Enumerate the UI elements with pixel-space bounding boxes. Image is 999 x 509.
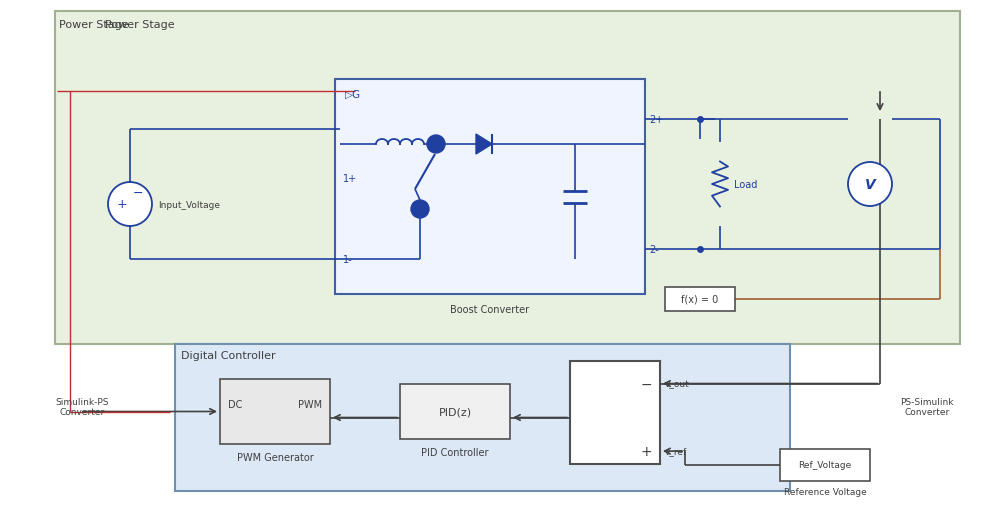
Text: PID(z): PID(z)	[439, 407, 472, 417]
FancyBboxPatch shape	[175, 344, 790, 491]
Circle shape	[427, 136, 445, 154]
Text: Load: Load	[734, 180, 757, 190]
Text: PID Controller: PID Controller	[422, 447, 489, 457]
Text: DC: DC	[228, 399, 243, 409]
Text: 1+: 1+	[343, 174, 357, 184]
Text: V: V	[864, 178, 875, 191]
Text: f(x) = 0: f(x) = 0	[681, 294, 718, 304]
Text: Ref_Voltage: Ref_Voltage	[798, 461, 851, 470]
Text: −: −	[133, 186, 143, 199]
Text: +: +	[640, 444, 652, 458]
Text: v_ref: v_ref	[665, 447, 687, 456]
Text: v_out: v_out	[665, 379, 689, 388]
Text: Reference Voltage: Reference Voltage	[783, 487, 866, 496]
Circle shape	[411, 201, 429, 218]
Text: PS-Simulink
Converter: PS-Simulink Converter	[900, 397, 953, 416]
Polygon shape	[476, 135, 492, 155]
Text: 1-: 1-	[343, 254, 353, 265]
FancyBboxPatch shape	[665, 288, 735, 312]
FancyBboxPatch shape	[780, 449, 870, 481]
Circle shape	[108, 183, 152, 227]
Text: Boost Converter: Boost Converter	[451, 304, 529, 315]
Text: PWM: PWM	[298, 399, 322, 409]
Text: 2+: 2+	[649, 115, 663, 125]
Text: −: −	[640, 377, 652, 391]
FancyBboxPatch shape	[220, 379, 330, 444]
Text: Power Stage: Power Stage	[105, 20, 175, 30]
Text: Input_Voltage: Input_Voltage	[158, 200, 220, 209]
Text: Simulink-PS
Converter: Simulink-PS Converter	[55, 397, 109, 416]
Text: Digital Controller: Digital Controller	[181, 350, 276, 360]
FancyBboxPatch shape	[570, 361, 660, 464]
FancyBboxPatch shape	[400, 384, 510, 439]
Text: 2-: 2-	[649, 244, 658, 254]
Text: +: +	[117, 198, 127, 211]
Text: PWM Generator: PWM Generator	[237, 452, 314, 462]
FancyBboxPatch shape	[335, 80, 645, 294]
Text: ▷G: ▷G	[345, 90, 361, 100]
Circle shape	[848, 163, 892, 207]
Text: Power Stage: Power Stage	[59, 20, 129, 30]
FancyBboxPatch shape	[55, 12, 960, 344]
